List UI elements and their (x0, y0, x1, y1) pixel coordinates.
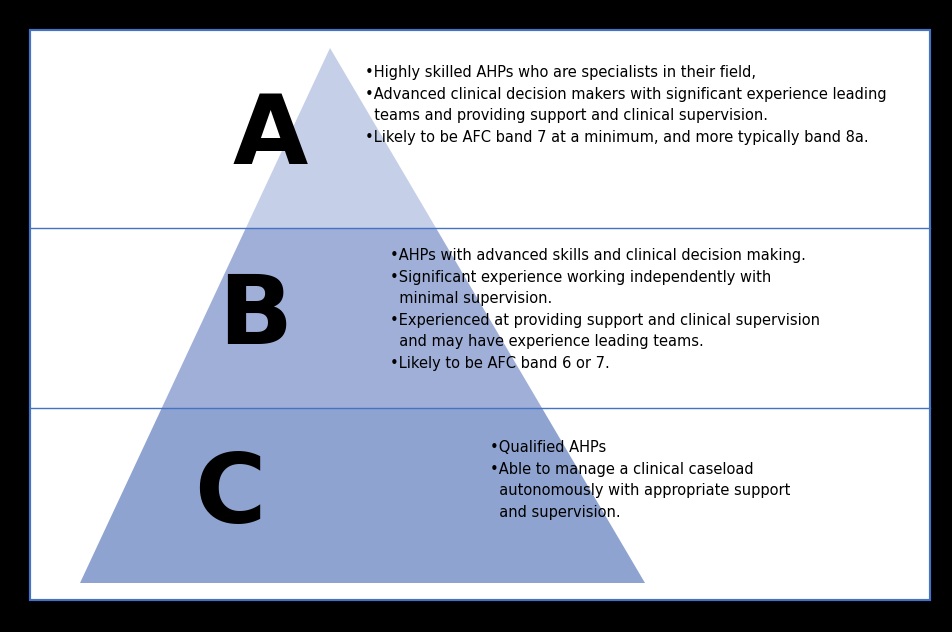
Text: C: C (194, 449, 266, 542)
Text: B: B (218, 272, 292, 365)
Text: •Qualified AHPs
•Able to manage a clinical caseload
  autonomously with appropri: •Qualified AHPs •Able to manage a clinic… (490, 440, 790, 520)
Polygon shape (246, 48, 436, 228)
Polygon shape (80, 408, 645, 583)
Text: •AHPs with advanced skills and clinical decision making.
•Significant experience: •AHPs with advanced skills and clinical … (390, 248, 820, 371)
Text: •Highly skilled AHPs who are specialists in their field,
•Advanced clinical deci: •Highly skilled AHPs who are specialists… (365, 65, 886, 145)
Polygon shape (162, 228, 542, 408)
Text: A: A (232, 92, 307, 185)
